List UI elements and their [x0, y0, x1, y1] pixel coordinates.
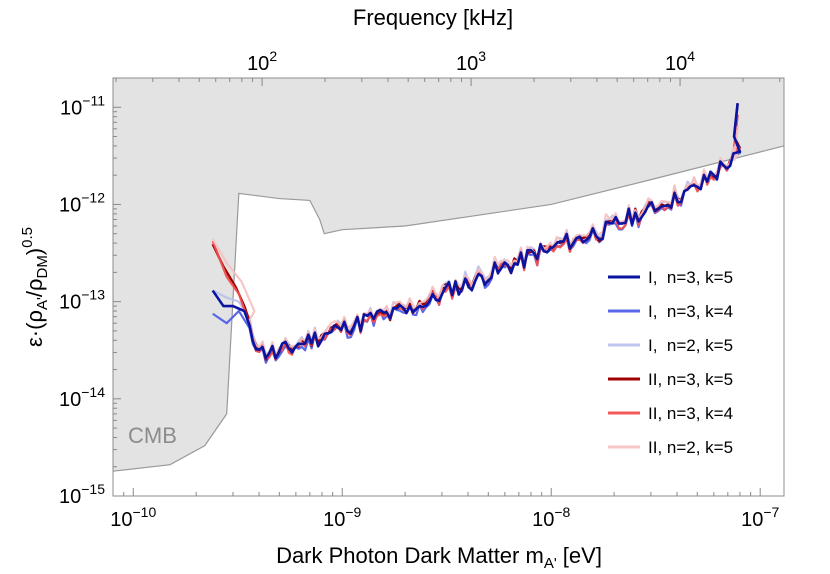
x-tick-label: 10−10 [110, 504, 156, 531]
y-tick-label: 10−12 [59, 189, 105, 216]
series-line [211, 126, 742, 358]
axes-layer: 10−10 10−9 10−8 10−7 10−15 10−14 10−13 10−12 10−… [59, 48, 781, 531]
excluded-region-layer [113, 78, 784, 472]
legend-label: II, n=3, k=4 [648, 404, 733, 423]
legend-label: II, n=2, k=5 [648, 438, 733, 457]
x-tick-label: 10−7 [741, 504, 779, 531]
plot-frame [112, 77, 785, 497]
series-layer [211, 103, 742, 364]
y-tick-label: 10−14 [59, 384, 105, 411]
series-line [211, 103, 742, 360]
legend-label: I, n=3, k=4 [648, 302, 733, 321]
top-tick-label: 104 [665, 48, 695, 75]
svg-text:ε·(ρA'/ρDM)0.5: ε·(ρA'/ρDM)0.5 [19, 227, 51, 347]
x-tick-label: 10−9 [323, 504, 361, 531]
cmb-boundary-line [113, 145, 784, 472]
y-tick-label: 10−13 [59, 287, 105, 314]
legend-label: I, n=2, k=5 [648, 336, 733, 355]
legend-label: II, n=3, k=5 [648, 370, 733, 389]
top-axis-label: Frequency [kHz] [353, 5, 513, 30]
y-axis-label: ε·(ρA'/ρDM)0.5 [19, 227, 51, 347]
y-tick-label: 10−15 [59, 481, 105, 508]
cmb-excluded-region [113, 78, 784, 472]
legend: I, n=3, k=5 I, n=3, k=4 I, n=2, k=5 II, n=3… [608, 268, 733, 457]
cmb-region-label: CMB [128, 423, 177, 448]
legend-label: I, n=3, k=5 [648, 268, 733, 287]
x-tick-label: 10−8 [532, 504, 570, 531]
top-tick-label: 102 [247, 48, 277, 75]
top-tick-label: 103 [456, 48, 486, 75]
x-axis-label: Dark Photon Dark Matter mA' [eV] [276, 543, 602, 572]
y-tick-label: 10−11 [60, 92, 105, 119]
